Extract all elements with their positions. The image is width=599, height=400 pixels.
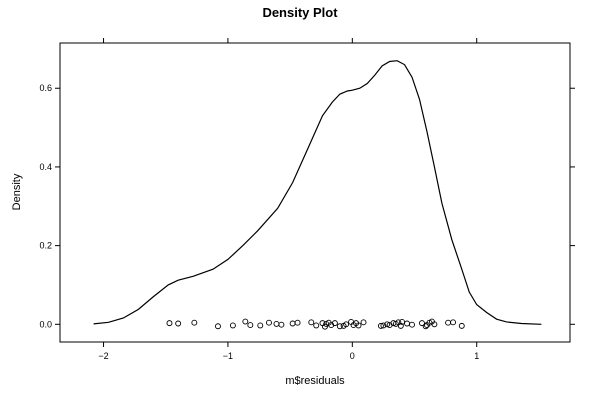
density-curve [93,60,542,325]
y-axis: 0.0 0.2 0.4 0.6 [39,83,575,329]
residual-point [215,323,221,330]
residual-point [409,321,415,328]
residual-point [273,320,280,327]
residual-point [229,322,236,329]
residual-point [191,319,198,326]
x-axis-label: m$residuals [285,375,345,387]
chart-title: Density Plot [262,5,338,20]
y-axis-label: Density [11,173,23,210]
y-tick-label: 0.0 [39,319,52,329]
residual-points [166,318,465,330]
x-tick-label: 0 [350,351,355,361]
residual-point [445,319,452,326]
residual-point [266,319,272,326]
y-tick-label: 0.4 [39,162,52,172]
residual-point [343,321,350,328]
residual-point [242,318,249,325]
x-axis: −2 −1 0 1 [98,38,479,361]
residual-point [450,319,457,326]
residual-point [419,320,425,327]
x-tick-label: −2 [98,351,108,361]
residual-point [322,323,328,330]
residual-point [360,319,367,326]
residual-point [380,322,387,329]
residual-point [377,322,384,329]
residual-point [308,319,315,326]
residual-point [175,320,182,327]
residual-point [331,320,338,327]
residual-point [336,323,343,330]
residual-point [247,322,254,329]
residual-point [166,320,173,327]
x-tick-label: −1 [223,351,233,361]
y-tick-label: 0.6 [39,83,52,93]
residual-point [397,322,404,329]
y-tick-label: 0.2 [39,241,52,251]
residual-point [355,322,362,329]
residual-point [289,320,296,327]
residual-point [313,322,320,329]
residual-point [278,321,285,328]
residual-point [458,322,465,329]
residual-point [404,320,410,327]
residual-point [422,323,429,330]
plot-frame [59,42,571,343]
residual-point [384,321,391,328]
x-tick-label: 1 [474,351,479,361]
residual-point [294,319,301,326]
residual-point [431,321,438,328]
residual-point [257,322,264,329]
